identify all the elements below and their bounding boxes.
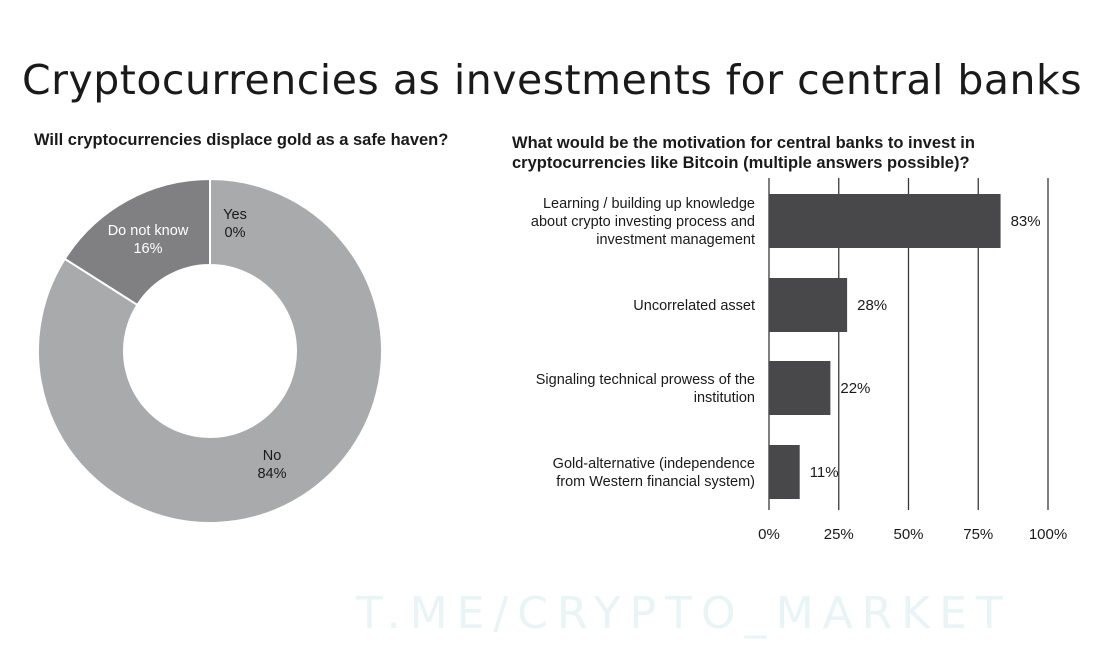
bar-1 (769, 278, 848, 332)
bar-value-label-2: 22% (840, 380, 870, 397)
bar-category-label-1: Uncorrelated asset (633, 298, 755, 314)
x-tick-label-0: 0% (758, 526, 780, 543)
donut-chart-title: Will cryptocurrencies displace gold as a… (34, 131, 449, 149)
page-title: Cryptocurrencies as investments for cent… (22, 56, 1083, 104)
bar-value-label-0: 83% (1011, 213, 1041, 230)
donut-label-1: No 84% (257, 448, 286, 482)
donut-label-0: Yes 0% (223, 207, 247, 241)
bar-0 (769, 194, 1001, 248)
bar-category-label-2: Signaling technical prowess of the instit… (536, 372, 755, 406)
x-tick-label-3: 75% (963, 526, 993, 543)
x-tick-label-2: 50% (893, 526, 923, 543)
bar-chart-title: What would be the motivation for central… (512, 134, 975, 172)
bar-value-label-3: 11% (810, 464, 839, 481)
donut-label-2: Do not know 16% (108, 223, 189, 257)
x-tick-label-1: 25% (824, 526, 854, 543)
bar-2 (769, 361, 831, 415)
x-tick-label-4: 100% (1029, 526, 1067, 543)
bar-category-label-3: Gold-alternative (independence from Weste… (553, 456, 755, 490)
bar-3 (769, 445, 800, 499)
donut-slice-1 (37, 177, 383, 524)
bar-category-label-0: Learning / building up knowledge about cr… (531, 196, 755, 248)
watermark: T.ME/CRYPTO_MARKET (356, 588, 1012, 639)
bar-value-label-1: 28% (857, 297, 887, 314)
